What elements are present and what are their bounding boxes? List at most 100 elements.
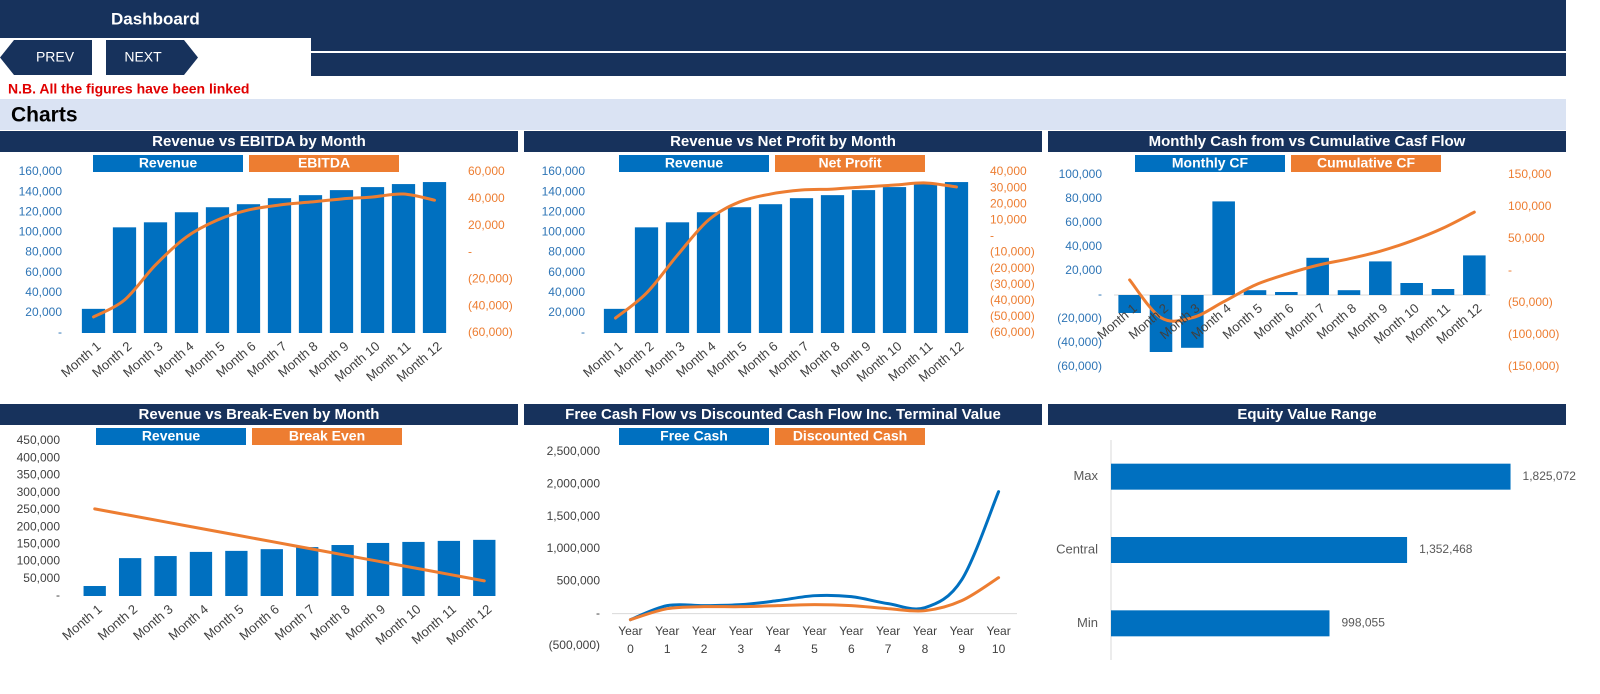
x-tick-label: Year 1 xyxy=(655,624,679,656)
legend-swatch xyxy=(775,428,925,445)
legend-label: Revenue xyxy=(142,428,201,444)
header-band xyxy=(311,38,1566,76)
bar xyxy=(422,182,447,333)
line xyxy=(93,507,486,583)
legend-swatch xyxy=(1135,155,1285,172)
chart-title-bar xyxy=(0,131,518,152)
x-tick-label: Year 9 xyxy=(950,624,974,656)
bar xyxy=(189,551,213,596)
bar xyxy=(154,556,177,596)
y-tick-label: (60,000) xyxy=(1057,359,1102,373)
y-tick-label: 120,000 xyxy=(542,204,586,218)
x-tick-label-line: 10 xyxy=(992,642,1006,656)
x-tick-label-line: Year xyxy=(839,624,863,638)
note: N.B. All the figures have been linked xyxy=(8,81,249,97)
y-tick-label: 40,000 xyxy=(1065,239,1102,253)
y-tick-label: - xyxy=(56,588,60,602)
y2-tick-label: - xyxy=(468,245,472,259)
chart-title: Free Cash Flow vs Discounted Cash Flow I… xyxy=(565,406,1001,423)
chart-title: Monthly Cash from vs Cumulative Casf Flo… xyxy=(1149,133,1466,150)
legend-swatch xyxy=(93,155,243,172)
y-tick-label: 100,000 xyxy=(542,225,586,239)
y2-tick-label: 100,000 xyxy=(1508,199,1552,213)
next-label[interactable]: NEXT xyxy=(124,49,162,65)
y-tick-label: 350,000 xyxy=(17,468,61,482)
prev-button[interactable]: PREV xyxy=(0,40,92,75)
y-tick-label: 60,000 xyxy=(548,265,585,279)
y2-tick-label: (50,000) xyxy=(1508,295,1553,309)
bar xyxy=(1369,261,1392,295)
bar xyxy=(437,540,461,596)
bar xyxy=(820,195,845,333)
value-label: 998,055 xyxy=(1341,616,1385,630)
y-tick-label: Max xyxy=(1073,468,1098,483)
y-tick-label: 450,000 xyxy=(17,433,61,447)
x-tick-label-line: Year xyxy=(876,624,900,638)
bar xyxy=(1149,295,1173,352)
bar xyxy=(882,187,907,333)
line xyxy=(92,192,436,319)
x-tick-label: Year 3 xyxy=(729,624,753,656)
y-tick-label: 80,000 xyxy=(548,245,585,259)
x-tick-label-line: 5 xyxy=(811,642,818,656)
x-tick-label: Year 2 xyxy=(692,624,716,656)
chart-title-bar xyxy=(0,404,518,425)
y2-tick-label: (20,000) xyxy=(468,272,513,286)
y2-tick-label: 40,000 xyxy=(990,164,1027,178)
bar xyxy=(329,190,354,333)
bar xyxy=(913,184,938,333)
x-tick-label-line: 9 xyxy=(958,642,965,656)
y2-tick-label: (150,000) xyxy=(1508,359,1559,373)
y2-tick-label: (40,000) xyxy=(990,293,1035,307)
x-tick-label-line: Year xyxy=(766,624,790,638)
x-tick-label-line: 1 xyxy=(664,642,671,656)
next-shape[interactable] xyxy=(106,40,198,75)
bar xyxy=(696,212,721,333)
legend-swatch xyxy=(775,155,925,172)
legend-swatch xyxy=(1291,155,1441,172)
prev-shape[interactable] xyxy=(0,40,92,75)
x-tick-label-line: 3 xyxy=(738,642,745,656)
y-tick-label: (20,000) xyxy=(1057,311,1102,325)
next-button[interactable]: NEXT xyxy=(106,40,198,75)
y-tick-label: (500,000) xyxy=(549,638,600,652)
y-tick-label: - xyxy=(1098,287,1102,301)
x-tick-label: Year 10 xyxy=(986,624,1010,656)
y-tick-label: 40,000 xyxy=(548,285,585,299)
legend-label: Break Even xyxy=(289,428,365,444)
legend-label: Free Cash xyxy=(660,428,728,444)
y2-tick-label: 10,000 xyxy=(990,212,1027,226)
bar xyxy=(1463,255,1486,295)
x-tick-label-line: 7 xyxy=(885,642,892,656)
section-band xyxy=(0,99,1566,130)
chart-title-bar xyxy=(1048,404,1566,425)
x-tick-label: Year 8 xyxy=(913,624,937,656)
y-tick-label: 200,000 xyxy=(17,519,61,533)
y-tick-label: 60,000 xyxy=(25,265,62,279)
y2-tick-label: (100,000) xyxy=(1508,327,1559,341)
x-tick-label: Year 7 xyxy=(876,624,900,656)
line xyxy=(1128,210,1476,323)
prev-label[interactable]: PREV xyxy=(36,49,75,65)
bar xyxy=(118,558,142,596)
value-label: 1,352,468 xyxy=(1419,542,1473,556)
x-tick-label: Year 6 xyxy=(839,624,863,656)
bar xyxy=(473,539,496,596)
y-tick-label: - xyxy=(596,606,600,620)
bar xyxy=(1337,290,1361,295)
chart-title: Revenue vs Break-Even by Month xyxy=(139,406,380,423)
y-tick-label: - xyxy=(581,325,585,339)
bar xyxy=(267,198,292,333)
y2-tick-label: 40,000 xyxy=(468,191,505,205)
y-tick-label: 80,000 xyxy=(1065,191,1102,205)
y-tick-label: 20,000 xyxy=(548,305,585,319)
legend-label: Monthly CF xyxy=(1172,155,1249,171)
y-tick-label: - xyxy=(58,325,62,339)
bar xyxy=(296,547,319,596)
y2-tick-label: (10,000) xyxy=(990,245,1035,259)
bar xyxy=(944,182,969,333)
y-tick-label: 160,000 xyxy=(542,164,586,178)
x-tick-label-line: 2 xyxy=(701,642,708,656)
y2-tick-label: 30,000 xyxy=(990,180,1027,194)
